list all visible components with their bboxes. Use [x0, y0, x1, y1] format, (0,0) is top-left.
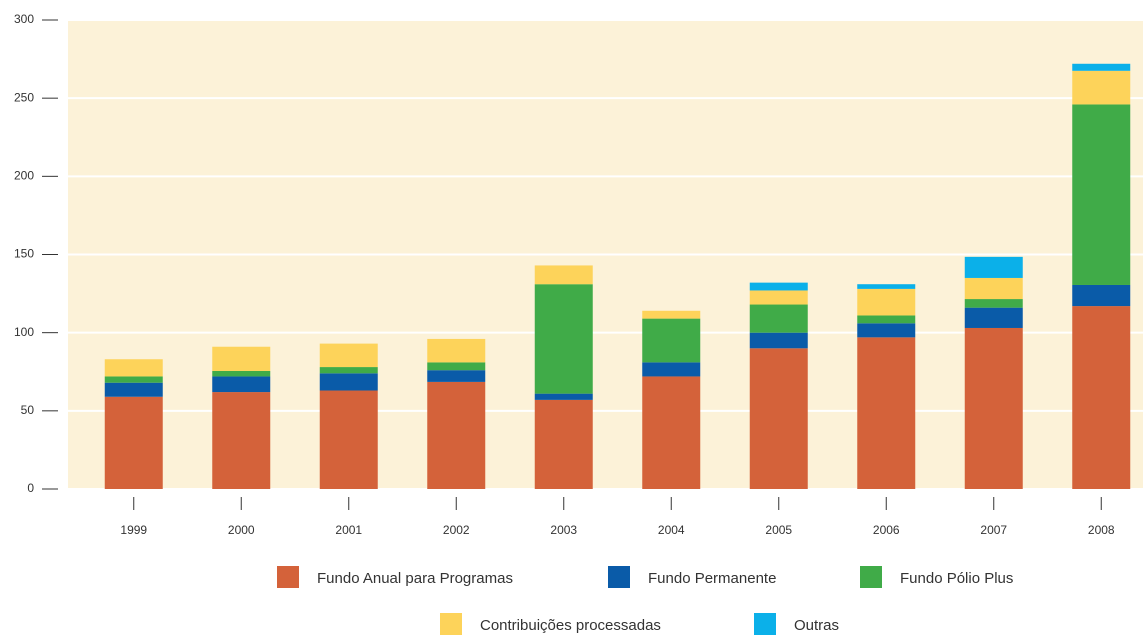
legend-label: Fundo Anual para Programas: [317, 570, 513, 587]
bar-segment: [427, 370, 486, 382]
bar-segment: [1072, 284, 1131, 307]
bar-segment: [964, 256, 1023, 278]
bar-segment: [749, 290, 808, 305]
bar-segment: [104, 359, 163, 377]
x-tick-label: 2007: [980, 523, 1007, 537]
bar-segment: [104, 376, 163, 383]
y-tick-label: 300: [14, 12, 34, 26]
bar-segment: [642, 310, 701, 319]
x-tick-label: 2001: [335, 523, 362, 537]
bar-segment: [964, 327, 1023, 489]
legend-label: Fundo Pólio Plus: [900, 570, 1013, 587]
bar-segment: [1072, 104, 1131, 285]
bar-segment: [319, 373, 378, 391]
legend-swatch: [440, 613, 462, 635]
y-tick-label: 200: [14, 169, 34, 183]
bar-segment: [104, 382, 163, 397]
bar-segment: [964, 277, 1023, 300]
y-tick-label: 150: [14, 247, 34, 261]
bar-segment: [749, 304, 808, 333]
bar-segment: [749, 282, 808, 291]
bar-segment: [857, 323, 916, 338]
y-tick-label: 50: [21, 403, 35, 417]
bar-segment: [212, 370, 271, 377]
x-tick-label: 1999: [120, 523, 147, 537]
bar-segment: [857, 288, 916, 316]
bar-segment: [212, 376, 271, 393]
bar-segment: [319, 390, 378, 489]
y-tick-label: 250: [14, 90, 34, 104]
bar-segment: [427, 362, 486, 371]
bar-segment: [534, 399, 593, 489]
bar-segment: [857, 315, 916, 324]
bar-segment: [1072, 63, 1131, 71]
bar-segment: [642, 318, 701, 363]
legend-swatch: [608, 566, 630, 588]
bar-segment: [749, 348, 808, 489]
legend-label: Contribuições processadas: [480, 617, 661, 634]
x-tick-label: 2008: [1088, 523, 1115, 537]
bar-segment: [964, 299, 1023, 308]
bar-segment: [749, 332, 808, 349]
bar-segment: [427, 338, 486, 363]
y-tick-label: 0: [27, 481, 34, 495]
x-tick-label: 2006: [873, 523, 900, 537]
x-tick-label: 2005: [765, 523, 792, 537]
bar-segment: [534, 393, 593, 400]
legend-label: Outras: [794, 617, 839, 634]
legend-label: Fundo Permanente: [648, 570, 776, 587]
bar-segment: [642, 362, 701, 377]
bar-segment: [964, 307, 1023, 328]
bar-segment: [534, 265, 593, 285]
bar-segment: [212, 392, 271, 489]
bar-segment: [857, 337, 916, 489]
y-tick-label: 100: [14, 325, 34, 339]
bar-segment: [534, 284, 593, 394]
x-tick-label: 2000: [228, 523, 255, 537]
x-tick-label: 2004: [658, 523, 685, 537]
bar-segment: [319, 367, 378, 374]
bar-segment: [1072, 70, 1131, 105]
bar-segment: [212, 346, 271, 371]
legend-swatch: [754, 613, 776, 635]
bar-segment: [1072, 306, 1131, 489]
bar-segment: [104, 396, 163, 489]
bar-segment: [857, 284, 916, 289]
legend-swatch: [860, 566, 882, 588]
bar-segment: [642, 376, 701, 489]
x-tick-label: 2002: [443, 523, 470, 537]
x-tick-label: 2003: [550, 523, 577, 537]
legend-swatch: [277, 566, 299, 588]
bar-segment: [427, 381, 486, 489]
bar-segment: [319, 343, 378, 368]
